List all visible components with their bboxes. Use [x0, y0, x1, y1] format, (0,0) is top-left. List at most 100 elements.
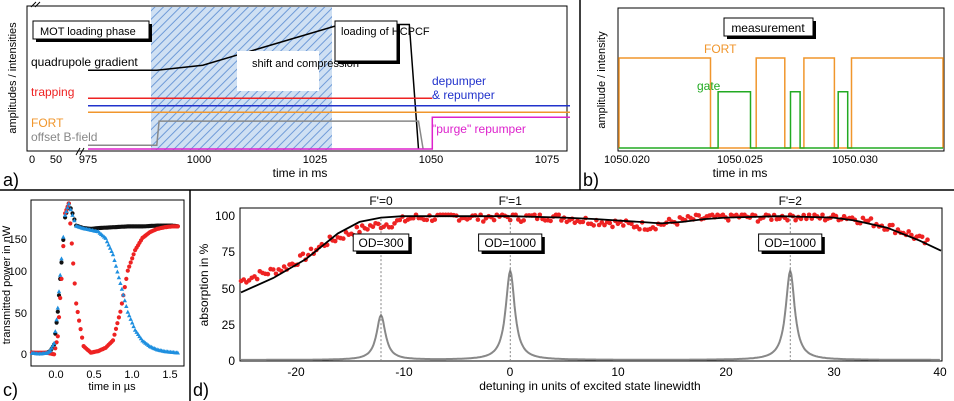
data-point: [389, 225, 395, 230]
x-axis-label: time in µs: [88, 381, 136, 393]
red-trace-point: [118, 309, 123, 314]
x-tick-label: 1075: [535, 154, 559, 166]
data-point: [376, 221, 381, 227]
fit-line: [240, 215, 942, 294]
blue-trace-point: [62, 212, 68, 217]
y-tick-label: 25: [222, 318, 236, 332]
red-trace-point: [80, 335, 85, 340]
red-trace-point: [122, 285, 127, 290]
data-point: [925, 237, 930, 242]
blue-trace-point: [72, 218, 77, 223]
y-axis-label: transmitted power in nW: [1, 225, 13, 344]
od-label: OD=1000: [484, 236, 536, 250]
blue-trace-point: [53, 329, 58, 334]
data-point: [793, 217, 798, 223]
x-axis-label: time in ms: [713, 166, 768, 180]
data-point: [755, 219, 761, 224]
red-trace-point: [52, 352, 57, 357]
x-tick-label: 1025: [303, 154, 327, 166]
peak-label: F'=2: [779, 194, 803, 208]
data-point: [537, 212, 543, 218]
data-point: [637, 226, 642, 232]
blue-trace-point: [128, 316, 133, 321]
blue-trace-point: [109, 249, 114, 253]
plot-frame: [617, 7, 945, 152]
data-point: [548, 218, 553, 224]
data-point: [820, 212, 825, 218]
measurement-box: measurement: [723, 17, 816, 39]
blue-trace-point: [112, 258, 117, 262]
black-trace-point: [55, 309, 60, 314]
panel-label-d: d): [193, 380, 209, 400]
red-trace-point: [56, 315, 62, 320]
axis-break-mark: [75, 147, 81, 156]
x-tick-label: 40: [933, 365, 947, 379]
data-point: [308, 246, 314, 252]
x-tick-label: -20: [287, 365, 305, 379]
y-tick-label: 0: [21, 349, 27, 361]
blue-trace-point: [54, 317, 59, 322]
series-line-purge-repumper: [88, 116, 570, 150]
data-point: [265, 271, 271, 277]
red-trace-point: [127, 264, 132, 269]
blue-trace-point: [56, 289, 62, 294]
data-point: [556, 212, 561, 218]
peak-label: F'=0: [369, 194, 393, 208]
blue-trace-point: [127, 313, 132, 318]
x-tick-label: 1050.025: [717, 154, 763, 166]
x-tick-label: 30: [827, 365, 841, 379]
y-tick-label: 75: [222, 245, 236, 259]
data-point: [397, 217, 403, 223]
x-tick-label: 1050: [419, 154, 443, 166]
phase-label-box: shift and compression: [237, 51, 359, 91]
panel-d: F'=0 OD=300 F'=1 OD=1000 F'=2 OD=1000 0 25 50…: [193, 194, 947, 400]
annotation-group: F'=0 OD=300 F'=1 OD=1000 F'=2 OD=1000: [352, 194, 825, 360]
blue-trace-point: [118, 281, 123, 285]
phase-label-shift: shift and compression: [252, 58, 359, 70]
series-line-fort: [618, 57, 944, 149]
series-label-trapping: trapping: [31, 85, 74, 99]
axis-break-mark: [30, 1, 37, 8]
data-point: [629, 221, 634, 227]
series-label-fort: FORT: [704, 42, 737, 56]
series-label-bfield: offset B-field: [31, 130, 97, 144]
red-trace-point: [128, 260, 133, 265]
panel-c: 0 50 100 150 0.0 0.5 1.0 1.5 time in µs …: [1, 199, 185, 400]
red-trace-point: [175, 224, 180, 229]
x-tick-label: 50: [50, 154, 62, 166]
red-trace-point: [113, 326, 119, 331]
phase-label-box: loading of HCPCF: [334, 20, 430, 64]
x-tick-label: 975: [79, 154, 97, 166]
red-trace-point: [55, 334, 60, 339]
data-point: [890, 222, 895, 228]
blue-trace-point: [110, 252, 116, 257]
x-tick-label: 1000: [187, 154, 211, 166]
measurement-label: measurement: [731, 21, 805, 35]
blue-trace-point: [70, 212, 75, 217]
data-point: [607, 220, 613, 226]
blue-trace-point: [58, 272, 63, 277]
data-point: [365, 227, 370, 232]
series-line-offset-b-field: [88, 120, 424, 150]
x-tick-label: 0: [29, 154, 35, 166]
series-label-gate: gate: [697, 79, 721, 93]
x-tick-label: 1050.030: [832, 154, 878, 166]
x-tick-label: 0: [507, 365, 514, 379]
series-label-purge: "purge" repumper: [432, 122, 526, 136]
x-tick-label: 1050.020: [604, 154, 650, 166]
data-point: [354, 224, 360, 230]
blue-trace-point: [125, 309, 130, 314]
series-line-quadrupole-gradient: [88, 23, 420, 150]
data-point: [432, 217, 438, 222]
data-point: [919, 234, 925, 240]
panel-label-c: c): [3, 380, 18, 400]
blue-trace-point: [64, 209, 69, 214]
phase-label-hcpcf: loading of HCPCF: [341, 26, 430, 38]
x-tick-label: -10: [395, 365, 413, 379]
data-point: [357, 229, 362, 235]
data-point: [906, 229, 911, 234]
x-tick-label: 20: [719, 365, 733, 379]
blue-trace-point: [106, 242, 111, 247]
data-point: [674, 222, 680, 227]
x-tick-label: 10: [611, 365, 625, 379]
